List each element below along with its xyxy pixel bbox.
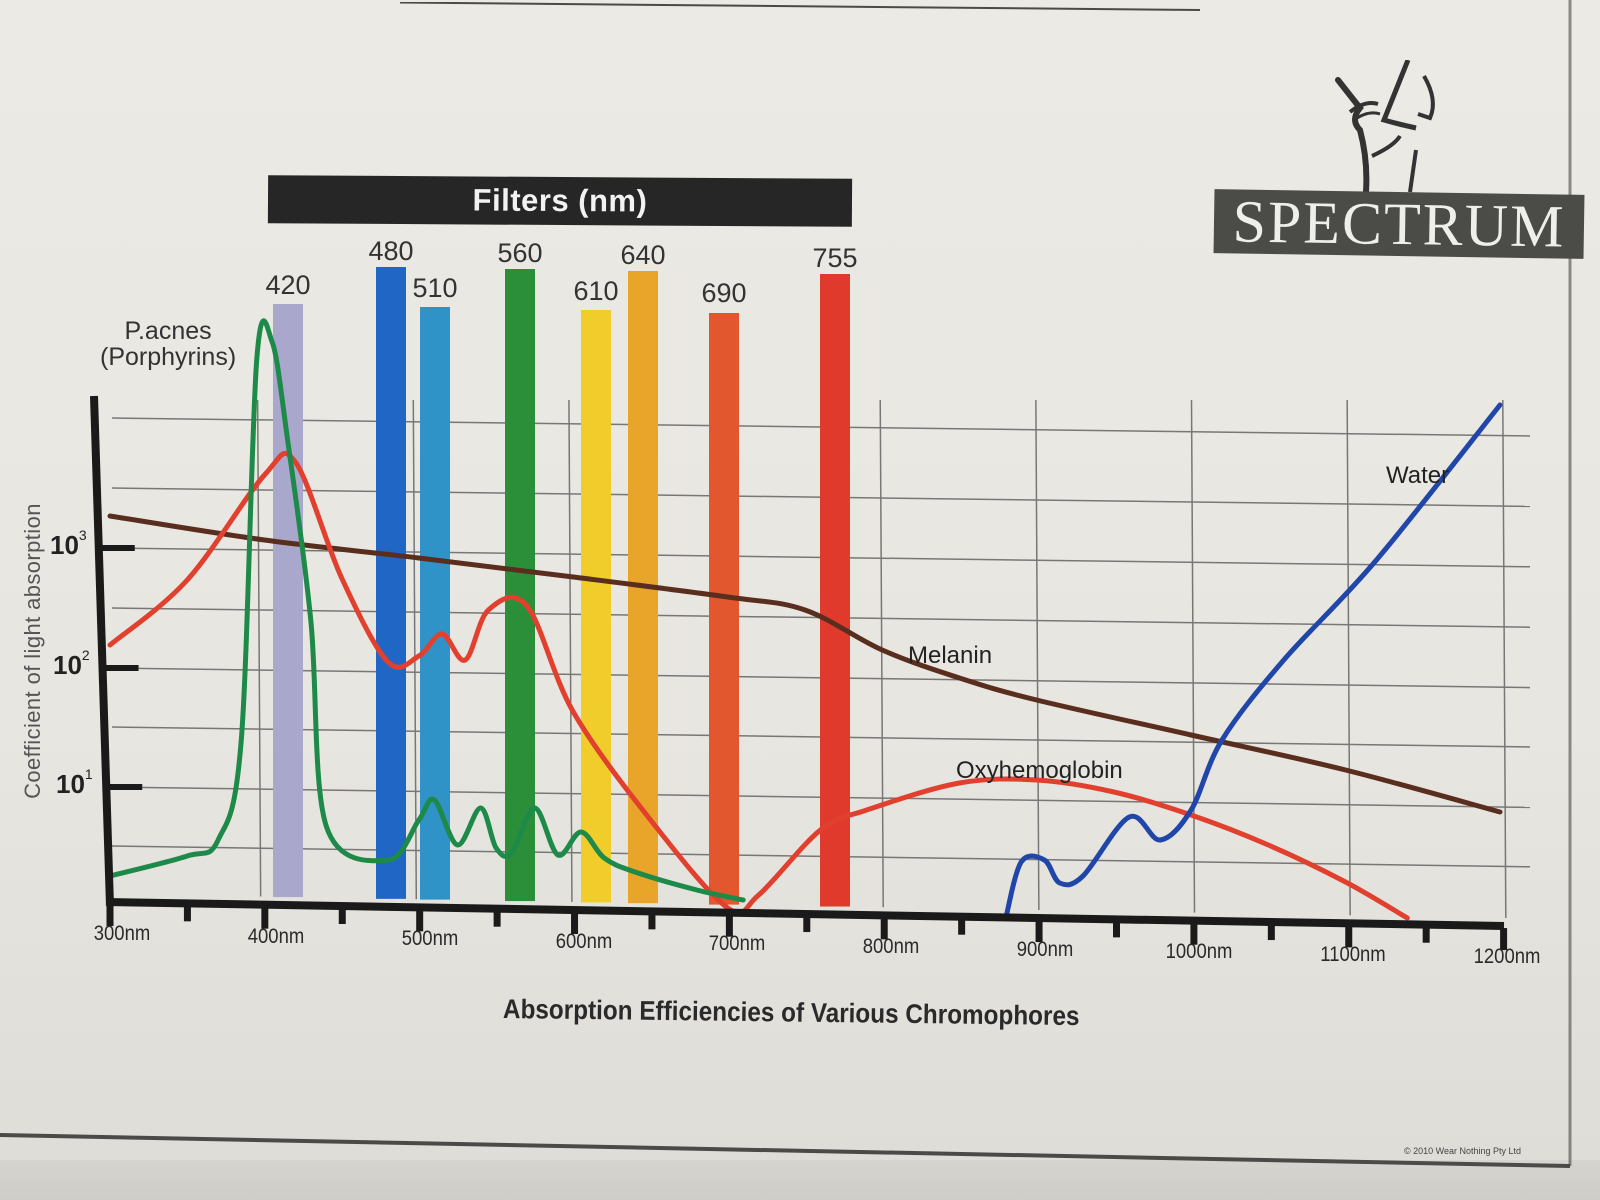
curve-oxyhemoglobin bbox=[107, 450, 1410, 921]
filter-bar-560 bbox=[505, 269, 535, 902]
y-tick-label-10-2: 102 bbox=[53, 647, 90, 680]
x-tick-label-900nm: 900nm bbox=[1016, 937, 1074, 961]
y-axis-label: Coefficient of light absorption bbox=[20, 503, 45, 799]
x-tick-label-1100nm: 1100nm bbox=[1320, 942, 1386, 966]
filter-label-420: 420 bbox=[265, 270, 311, 300]
filter-label-690: 690 bbox=[701, 278, 747, 308]
oxyhemoglobin-label: Oxyhemoglobin bbox=[956, 757, 1123, 784]
y-tick-label-10-3: 103 bbox=[50, 527, 87, 560]
filter-label-560: 560 bbox=[497, 238, 543, 268]
x-tick-label-1000nm: 1000nm bbox=[1165, 940, 1233, 964]
pacnes-label-line1: P.acnes bbox=[124, 317, 212, 345]
filter-label-480: 480 bbox=[368, 236, 414, 266]
filters-header: Filters (nm) bbox=[267, 175, 853, 227]
poster-bottom-shadow bbox=[0, 1160, 1600, 1200]
filter-label-610: 610 bbox=[573, 276, 619, 306]
y-tick-label-10-1: 101 bbox=[56, 766, 93, 799]
curve-p-acnes-porphyrins bbox=[107, 318, 746, 903]
filter-bar-420 bbox=[273, 304, 303, 898]
pacnes-label-line2: (Porphyrins) bbox=[100, 343, 237, 371]
curve-water bbox=[1003, 402, 1503, 921]
logo-figure-icon bbox=[1335, 60, 1435, 195]
frame-bottom-border bbox=[0, 1133, 1571, 1168]
water-label: Water bbox=[1386, 462, 1450, 489]
filter-bars bbox=[273, 267, 850, 907]
filter-label-755: 755 bbox=[812, 243, 858, 273]
curve-melanin bbox=[107, 513, 1503, 815]
x-tick-label-500nm: 500nm bbox=[401, 927, 458, 951]
melanin-label: Melanin bbox=[908, 642, 993, 669]
x-tick-label-700nm: 700nm bbox=[709, 932, 766, 956]
filter-bar-755 bbox=[820, 274, 850, 907]
filter-label-510: 510 bbox=[412, 273, 458, 303]
logo-text: SPECTRUM bbox=[1232, 187, 1566, 260]
x-tick-label-600nm: 600nm bbox=[555, 929, 612, 953]
axes bbox=[90, 395, 1508, 951]
frame-top-border bbox=[399, 2, 1201, 11]
spectrum-logo: SPECTRUM bbox=[1213, 187, 1585, 260]
filter-bar-610 bbox=[581, 310, 611, 903]
copyright-text: © 2010 Wear Nothing Pty Ltd bbox=[1404, 1146, 1522, 1156]
curves bbox=[107, 318, 1503, 921]
filters-title: Filters (nm) bbox=[472, 182, 648, 219]
filter-bar-480 bbox=[376, 267, 406, 899]
filter-label-640: 640 bbox=[620, 240, 666, 270]
filter-bar-690 bbox=[709, 313, 739, 905]
x-tick-label-400nm: 400nm bbox=[247, 924, 305, 948]
x-tick-label-300nm: 300nm bbox=[93, 922, 151, 945]
x-tick-label-800nm: 800nm bbox=[862, 935, 920, 958]
x-tick-label-1200nm: 1200nm bbox=[1473, 945, 1540, 969]
pacnes-label: P.acnes (Porphyrins) bbox=[100, 318, 236, 370]
